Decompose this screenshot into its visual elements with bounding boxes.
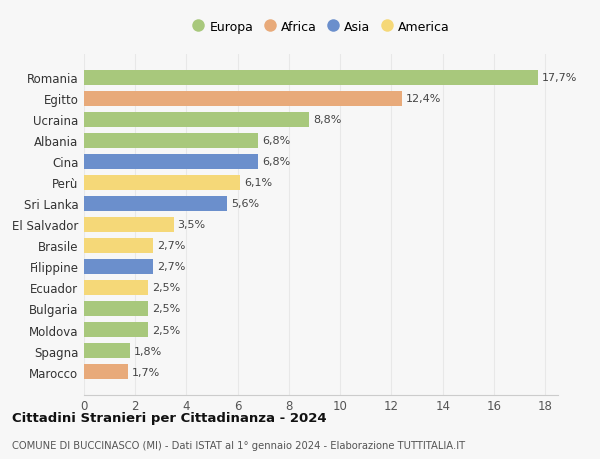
Bar [84,343,130,358]
Text: 1,7%: 1,7% [131,367,160,377]
Bar [84,259,153,274]
Legend: Europa, Africa, Asia, America: Europa, Africa, Asia, America [192,21,450,34]
Text: 6,8%: 6,8% [262,136,290,146]
Text: 5,6%: 5,6% [232,199,259,209]
Text: 2,5%: 2,5% [152,325,180,335]
Text: 17,7%: 17,7% [541,73,577,83]
Text: 1,8%: 1,8% [134,346,162,356]
Bar [84,280,148,296]
Bar [84,175,240,190]
Text: 6,8%: 6,8% [262,157,290,167]
Bar [84,238,153,253]
Bar [84,301,148,316]
Text: 2,7%: 2,7% [157,241,185,251]
Text: 6,1%: 6,1% [244,178,272,188]
Text: COMUNE DI BUCCINASCO (MI) - Dati ISTAT al 1° gennaio 2024 - Elaborazione TUTTITA: COMUNE DI BUCCINASCO (MI) - Dati ISTAT a… [12,440,465,450]
Bar [84,71,538,86]
Text: 2,5%: 2,5% [152,304,180,314]
Text: 2,7%: 2,7% [157,262,185,272]
Bar [84,134,258,149]
Bar [84,218,173,232]
Text: 8,8%: 8,8% [313,115,341,125]
Text: 12,4%: 12,4% [406,94,441,104]
Text: 2,5%: 2,5% [152,283,180,293]
Bar [84,91,402,106]
Bar [84,112,310,128]
Bar [84,196,227,212]
Bar [84,364,128,379]
Text: Cittadini Stranieri per Cittadinanza - 2024: Cittadini Stranieri per Cittadinanza - 2… [12,412,326,425]
Bar [84,322,148,337]
Bar [84,154,258,169]
Text: 3,5%: 3,5% [178,220,206,230]
